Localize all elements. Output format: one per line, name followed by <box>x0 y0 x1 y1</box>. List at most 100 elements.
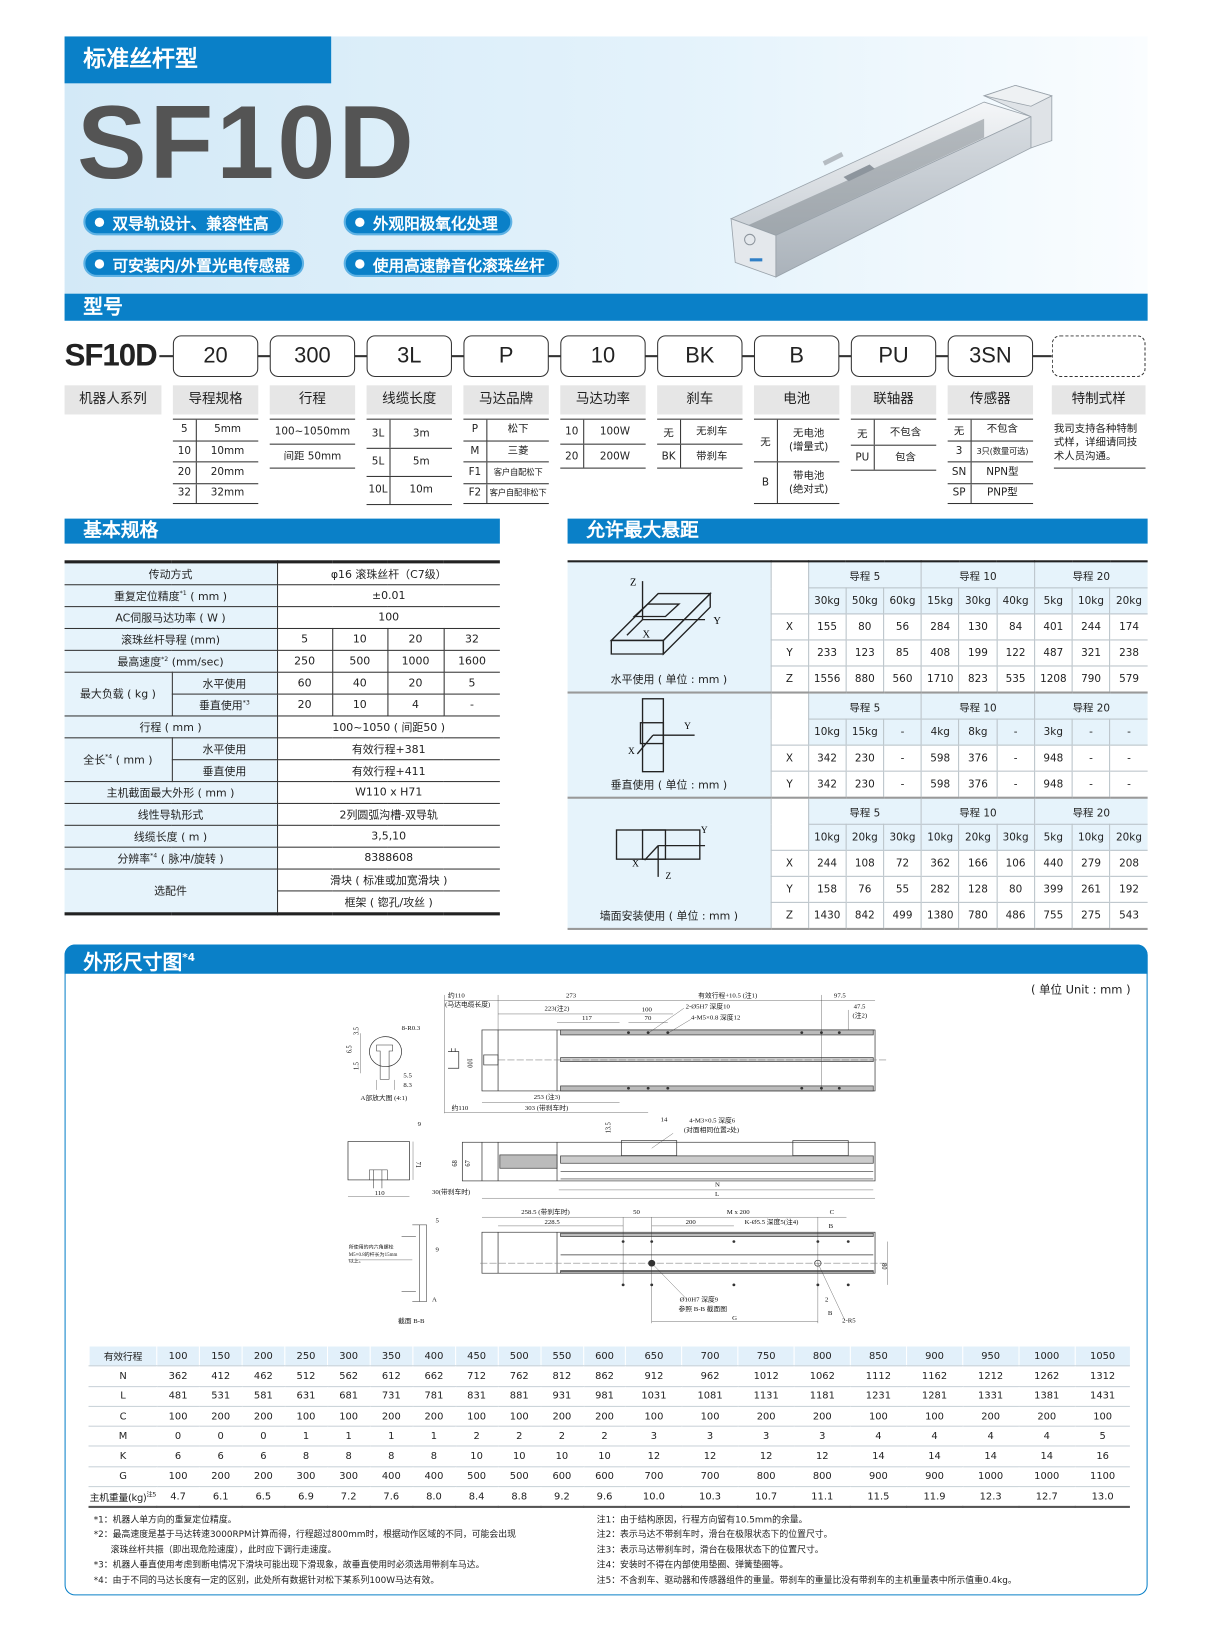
axis-label: Y <box>685 722 692 732</box>
load-cell: 60kg <box>883 587 922 615</box>
model-code-box[interactable]: 3L <box>366 335 452 377</box>
label-text: M <box>118 1430 128 1443</box>
overhang-value: 106 <box>996 850 1035 877</box>
option-code: 10L <box>367 476 391 504</box>
overhang-value: 108 <box>845 850 884 877</box>
option-code: 20 <box>560 444 585 468</box>
dimension-value: 612 <box>369 1366 413 1387</box>
spec-value: 60 <box>277 672 333 695</box>
model-code-box[interactable]: 20 <box>172 335 259 377</box>
dimension-value: 600 <box>582 1346 626 1367</box>
lead-group-header: 导程 5 <box>807 692 922 720</box>
model-code-box[interactable]: P <box>463 335 549 377</box>
option-description: 10m <box>409 484 433 496</box>
spec-value: 32 <box>443 628 500 651</box>
overhang-value: 155 <box>807 613 846 641</box>
dimension-value: 1081 <box>681 1386 739 1407</box>
dimension-row: G 100 200 200 300 300 400 400 500 500 600 600 700 700… <box>88 1466 1130 1488</box>
model-code-box[interactable]: 3SN <box>947 335 1034 377</box>
drawing-dimension-label: 5 <box>436 1218 440 1225</box>
option-category-label: 机器人系列 <box>64 385 162 415</box>
footnote: *4：由于不同的马达长度有一定的区别，此处所有数据针对松下某系列100W马达有效… <box>93 1575 440 1586</box>
drawing-dimension-label: 8.3 <box>403 1082 412 1089</box>
spec-row: 重复定位精度*1 ( mm ) ±0.01 <box>64 584 500 608</box>
spec-section-header: 基本规格 <box>64 518 500 544</box>
dimension-value: 912 <box>625 1366 682 1387</box>
dimension-value: 300 <box>326 1466 370 1488</box>
dimension-label: L <box>88 1386 157 1407</box>
model-code-box[interactable] <box>1051 335 1146 377</box>
dimension-value: 831 <box>454 1386 498 1407</box>
overhang-load-row: 30kg 50kg 60kg 15kg 30kg 40kg 5kg 10kg 20kg <box>568 587 1148 615</box>
overhang-row: Z 1556 880 560 1710 823 535 1208 790 579 <box>568 665 1148 694</box>
overhang-row: Y 158 76 55 282 128 80 399 261 192 <box>568 876 1148 903</box>
overhang-value: 174 <box>1109 613 1148 641</box>
model-code-box[interactable]: PU <box>850 335 937 377</box>
load-cell: 20kg <box>1109 587 1148 615</box>
drawing-dimension-label: L <box>715 1191 719 1198</box>
option-description: 客户自配松下 <box>493 467 543 478</box>
feature-badge: 外观阳极氧化处理 <box>343 208 513 236</box>
dimension-label: N <box>88 1366 157 1387</box>
dimension-value: 3 <box>793 1426 851 1448</box>
axis-cell: X <box>770 613 809 641</box>
spec-value: 5 <box>277 628 333 651</box>
option-row: M 三菱 <box>463 439 549 462</box>
model-code-box[interactable]: B <box>753 335 840 377</box>
dimension-value: 400 <box>369 1466 413 1488</box>
overhang-value: 233 <box>807 639 846 667</box>
model-code-box[interactable]: BK <box>657 335 743 377</box>
overhang-value: 790 <box>1071 665 1110 694</box>
spec-sublabel: 水平使用 <box>171 672 278 695</box>
footnote: 注1：由于结构原因，行程方向留有10.5mm的余量。 <box>596 1515 808 1526</box>
dimension-value: 1262 <box>1018 1366 1075 1387</box>
option-row: F1 客户自配松下 <box>463 461 549 483</box>
dimension-value: 12 <box>793 1446 851 1468</box>
dimension-label: G <box>88 1466 157 1488</box>
feature-badge: 可安装内/外置光电传感器 <box>83 249 305 278</box>
spec-value: 框架 ( 锪孔/攻丝 ) <box>277 890 500 915</box>
dimension-value: 500 <box>454 1466 498 1488</box>
overhang-value: 199 <box>958 639 997 667</box>
dimension-value: 10 <box>540 1446 584 1468</box>
dimension-label: K <box>88 1446 157 1468</box>
overhang-value: - <box>1071 771 1110 799</box>
option-code: 无 <box>657 419 682 444</box>
load-cell: 20kg <box>1109 824 1148 851</box>
drawing-dimension-label: 97.5 <box>834 992 847 999</box>
model-code-box[interactable]: 300 <box>269 335 356 377</box>
option-row: 20 200W <box>560 443 646 469</box>
overhang-value: 487 <box>1033 639 1073 667</box>
overhang-value: 499 <box>883 902 922 930</box>
overhang-value: 76 <box>845 876 884 903</box>
overhang-value: 543 <box>1109 902 1148 930</box>
dimension-value: 200 <box>582 1406 626 1427</box>
spec-sublabel: 垂直使用*3 <box>171 694 278 717</box>
dimension-value: 8.0 <box>412 1486 456 1508</box>
dimension-value: 14 <box>962 1446 1019 1468</box>
horizontal-axes-icon: Z Y X <box>609 577 722 656</box>
dimension-value: 1000 <box>1018 1346 1075 1367</box>
spec-value: 40 <box>332 672 388 695</box>
dimension-value: 950 <box>962 1346 1019 1367</box>
spec-value: 20 <box>387 628 445 651</box>
axis-label: Y <box>701 826 708 836</box>
dimension-value: 1062 <box>793 1366 851 1387</box>
option-code: F1 <box>463 462 488 483</box>
dimension-value: 10.7 <box>737 1486 795 1508</box>
unit-text: ( mm ) <box>115 753 153 767</box>
label-text: 最高速度 <box>117 655 162 669</box>
overhang-value: 376 <box>958 745 997 772</box>
axis-cell: Y <box>770 876 809 903</box>
dimension-value: 362 <box>156 1366 200 1387</box>
option-row: SN NPN型 <box>947 461 1034 483</box>
option-code: 无 <box>754 419 778 462</box>
dimension-value: 1112 <box>849 1366 907 1387</box>
option-code: F2 <box>463 483 488 503</box>
dimension-value: 1050 <box>1074 1346 1130 1367</box>
drawing-dimension-label: 303 (带刹车时) <box>525 1103 568 1112</box>
spec-row: 线性导轨形式 2列圆弧沟槽-双导轨 <box>64 803 500 826</box>
model-code-box[interactable]: 10 <box>560 335 646 377</box>
spec-value: 8388608 <box>277 847 500 870</box>
dimension-value: 200 <box>241 1406 285 1427</box>
